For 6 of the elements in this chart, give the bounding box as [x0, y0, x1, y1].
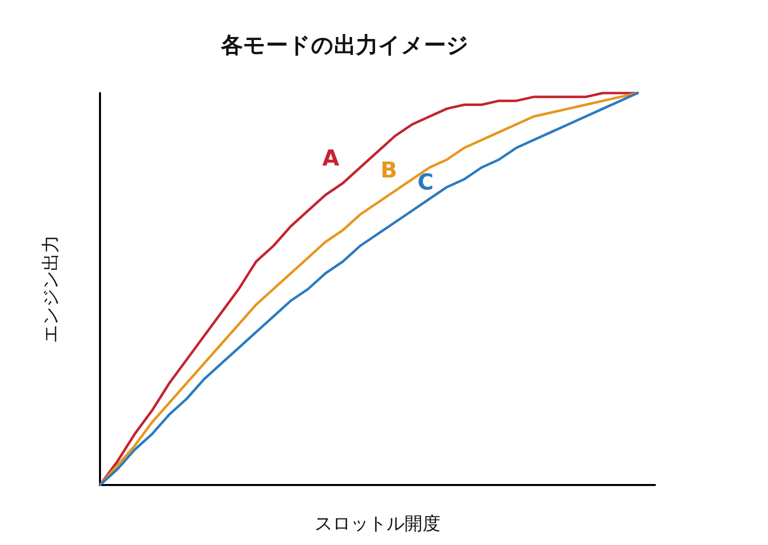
- chart-title: 各モードの出力イメージ: [220, 34, 469, 58]
- y-axis-title: エンジン出力: [40, 235, 62, 343]
- x-axis-title: スロットル開度: [314, 514, 440, 534]
- series-label: A: [322, 146, 340, 172]
- series-label: B: [380, 158, 398, 184]
- series-label: C: [417, 170, 434, 196]
